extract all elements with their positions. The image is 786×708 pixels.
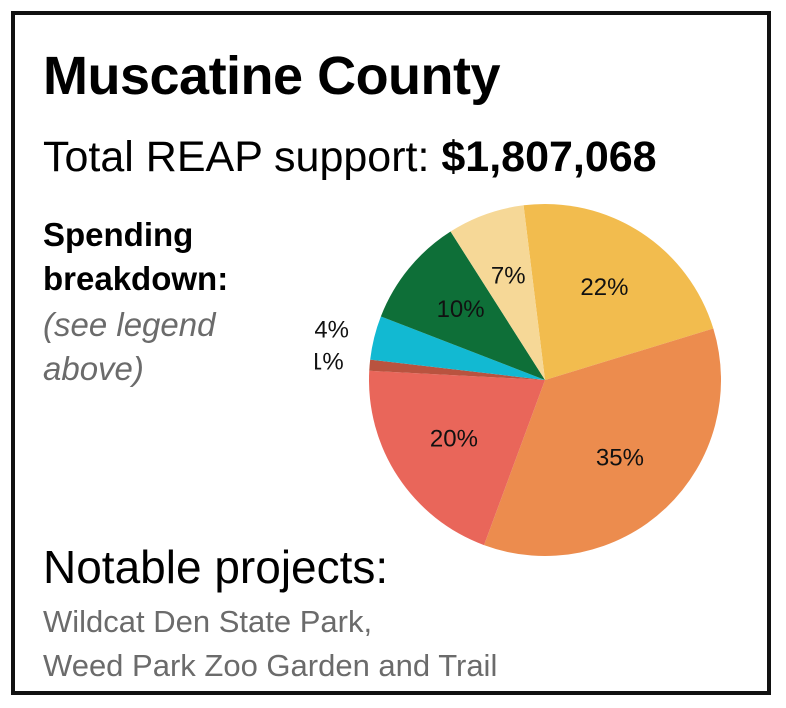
pie-label-4pct: 4% [315,317,349,344]
support-amount: $1,807,068 [441,133,657,181]
spending-note: (see legend above) [43,303,215,391]
pie-slice-20pct [368,370,545,546]
spending-note-line1: (see legend [43,306,216,343]
spending-heading-line2: breakdown: [43,260,229,297]
total-support-line: Total REAP support: $1,807,068 [43,136,657,179]
pie-slice-1pct [369,359,545,380]
spending-pie-chart: 22% 35% 20% 1% 4% 10%7% [315,203,722,557]
pie-label-10pct: 10% [437,296,485,323]
county-card: Muscatine County Total REAP support: $1,… [11,11,771,695]
spending-heading: Spending breakdown: [43,213,228,301]
project-item: Weed Park Zoo Garden and Trail [43,648,498,683]
pie-label-1pct: 1% [315,348,344,375]
pie-slice-35pct [484,328,722,557]
pie-slice-7pct [450,205,545,380]
pie-slice-10pct [380,231,545,380]
pie-label-20pct: 20% [430,425,478,452]
support-label: Total REAP support: [43,133,430,181]
pie-slice-22pct [523,203,714,380]
pie-slice-4pct [370,316,545,380]
notable-projects-heading: Notable projects: [43,541,389,593]
spending-note-line2: above) [43,350,144,387]
project-item: Wildcat Den State Park, [43,604,373,639]
spending-heading-line1: Spending [43,216,194,253]
county-title: Muscatine County [43,46,501,106]
notable-projects-list: Wildcat Den State Park, Weed Park Zoo Ga… [43,600,497,688]
pie-label-35pct: 35% [596,445,644,472]
pie-label-7pct: 7% [491,263,526,290]
pie-label-22pct: 22% [580,274,628,301]
